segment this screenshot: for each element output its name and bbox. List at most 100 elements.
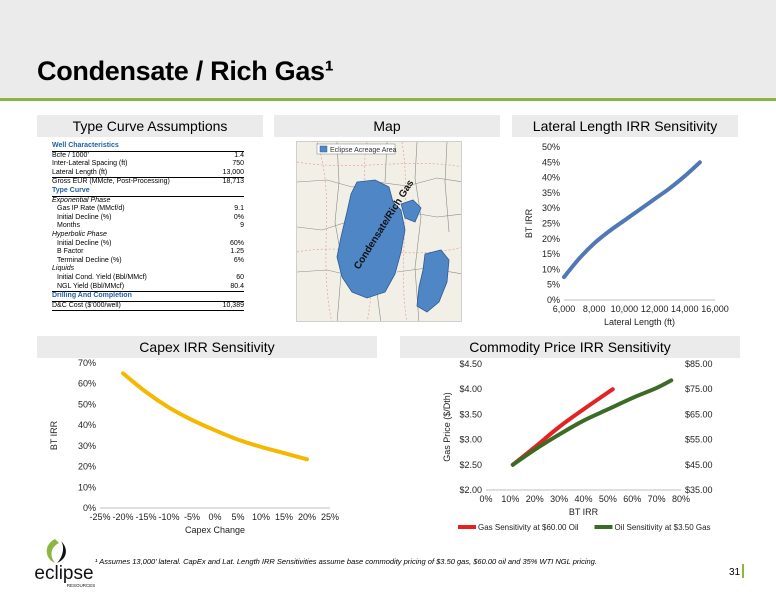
page-title: Condensate / Rich Gas¹ <box>37 56 334 86</box>
x-tick-label: 16,000 <box>701 304 729 314</box>
table-section: Well Characteristics <box>52 142 244 152</box>
table-row: Gas IP Rate (MMcf/d) 9.1 <box>52 205 244 214</box>
y-tick-label: 0% <box>547 295 560 305</box>
row-label: Initial Cond. Yield (Bbl/MMcf) <box>57 273 147 281</box>
x-tick-label: -15% <box>135 512 156 522</box>
row-label: Initial Decline (%) <box>57 213 112 221</box>
x-tick-label: 20% <box>526 494 544 504</box>
x-axis-label: Capex Change <box>185 525 245 535</box>
acreage-map: Eclipse Acreage Area Condensate/Rich Gas <box>296 141 462 322</box>
table-row: Gross EUR (MMcfe, Post-Processing) 18,713 <box>52 178 244 187</box>
table-section: Drilling And Completion <box>52 292 244 302</box>
map-graphic: Eclipse Acreage Area Condensate/Rich Gas <box>297 142 461 321</box>
row-label: Lateral Length (ft) <box>52 168 108 176</box>
x-tick-label: 6,000 <box>553 304 576 314</box>
capex-irr-chart: 0% 10% 20% 30% 40% 50% 60% 70% -25% -20% -15% -10% -… <box>49 358 339 535</box>
footnote: ¹ Assumes 13,000’ lateral. CapEx and Lat… <box>95 557 597 566</box>
y-tick-label: $2.50 <box>459 460 482 470</box>
map-legend-box <box>316 143 396 155</box>
table-row: Initial Cond. Yield (Bbl/MMcf) 60 <box>52 274 244 283</box>
row-value: 1.4 <box>234 151 244 159</box>
eclipse-logo: eclipse RESOURCES <box>34 539 96 588</box>
row-label: Gas IP Rate (MMcf/d) <box>57 205 125 213</box>
legend-label-0: Gas Sensitivity at $60.00 Oil <box>478 523 579 532</box>
y-tick-label: 50% <box>542 142 560 152</box>
header-band <box>0 0 776 98</box>
title-rule <box>0 98 776 101</box>
row-value: 0% <box>233 213 244 221</box>
row-value: 80.4 <box>230 282 244 290</box>
x-tick-label: -10% <box>158 512 179 522</box>
y2-tick-label: $35.00 <box>685 485 713 495</box>
x-tick-label: 15% <box>275 512 293 522</box>
row-value: 6% <box>233 256 244 264</box>
y-tick-label: 0% <box>83 503 96 513</box>
y-tick-label: 35% <box>542 188 560 198</box>
y2-tick-label: $85.00 <box>685 359 713 369</box>
x-tick-label: 8,000 <box>583 304 606 314</box>
legend-label-1: Oil Sensitivity at $3.50 Gas <box>615 523 711 532</box>
y-tick-label: 40% <box>78 420 96 430</box>
lateral-irr-chart: 0% 5% 10% 15% 20% 25% 30% 35% 40% 45% 50% 6,000 8,00… <box>524 142 729 327</box>
row-value: 9 <box>240 222 244 230</box>
x-tick-label: 60% <box>623 494 641 504</box>
x-tick-label: 20% <box>298 512 316 522</box>
series-line-1 <box>510 378 674 467</box>
page-number: 31 <box>729 567 741 578</box>
x-tick-label: 10,000 <box>611 304 639 314</box>
capex-panel-title: Capex IRR Sensitivity <box>37 336 377 358</box>
x-tick-label: 12,000 <box>641 304 669 314</box>
table-row: Months 9 <box>52 222 244 231</box>
y-tick-label: 60% <box>78 379 96 389</box>
logo-sub: RESOURCES <box>67 583 96 588</box>
x-tick-label: 14,000 <box>671 304 699 314</box>
y-tick-label: 45% <box>542 157 560 167</box>
map-panel-title: Map <box>274 115 500 137</box>
map-legend-swatch <box>319 145 328 153</box>
y-tick-label: 40% <box>542 173 560 183</box>
x-tick-label: 5% <box>231 512 244 522</box>
subhead-label: Exponential Phase <box>52 196 111 204</box>
y-tick-label: 50% <box>78 399 96 409</box>
row-value: 60% <box>229 239 244 247</box>
y-tick-label: $2.00 <box>459 485 482 495</box>
y-tick-label: 70% <box>78 358 96 368</box>
row-value: 60 <box>236 273 244 281</box>
row-label: Terminal Decline (%) <box>57 256 122 264</box>
y-tick-label: 20% <box>542 234 560 244</box>
y-tick-label: $3.00 <box>459 435 482 445</box>
table-subhead: Exponential Phase <box>52 197 244 206</box>
acreage-area-small <box>400 199 422 223</box>
row-label: NGL Yield (Bbl/MMcf) <box>57 282 125 290</box>
x-tick-label: 50% <box>599 494 617 504</box>
y2-tick-label: $45.00 <box>685 460 713 470</box>
commodity-irr-chart: $2.00 $2.50 $3.00 $3.50 $4.00 $4.50 $35.00 $45.… <box>442 359 713 532</box>
subhead-label: Hyperbolic Phase <box>52 230 107 238</box>
y-axis-label: Gas Price ($/Dth) <box>442 392 452 462</box>
y2-tick-label: $65.00 <box>685 409 713 419</box>
row-value: 10,389 <box>222 301 244 309</box>
x-tick-label: 80% <box>672 494 690 504</box>
logo-leaf <box>46 539 59 563</box>
table-row: B Factor 1.25 <box>52 248 244 257</box>
y-axis-label: BT IRR <box>49 420 59 450</box>
commodity-panel-title: Commodity Price IRR Sensitivity <box>400 336 740 358</box>
row-value: 13,000 <box>222 168 244 176</box>
type-curve-table: Well Characteristics Bcfe / 1000’ 1.4 Int… <box>52 142 244 312</box>
y-tick-label: $3.50 <box>459 409 482 419</box>
table-row: Bcfe / 1000’ 1.4 <box>52 152 244 161</box>
table-section: Type Curve <box>52 187 244 197</box>
y-axis-label: BT IRR <box>524 208 534 238</box>
section-label: Well Characteristics <box>52 142 119 149</box>
x-axis-label: BT IRR <box>569 507 599 517</box>
x-axis-label: Lateral Length (ft) <box>604 317 675 327</box>
table-row: Initial Decline (%) 0% <box>52 214 244 223</box>
row-label: Inter-Lateral Spacing (ft) <box>52 160 128 168</box>
section-label: Type Curve <box>52 186 90 194</box>
y2-tick-label: $55.00 <box>685 435 713 445</box>
y-tick-label: $4.50 <box>459 359 482 369</box>
table-row: Terminal Decline (%) 6% <box>52 257 244 266</box>
table-row: Initial Decline (%) 60% <box>52 240 244 249</box>
row-label: Gross EUR (MMcfe, Post-Processing) <box>52 178 170 186</box>
y-tick-label: 10% <box>542 264 560 274</box>
